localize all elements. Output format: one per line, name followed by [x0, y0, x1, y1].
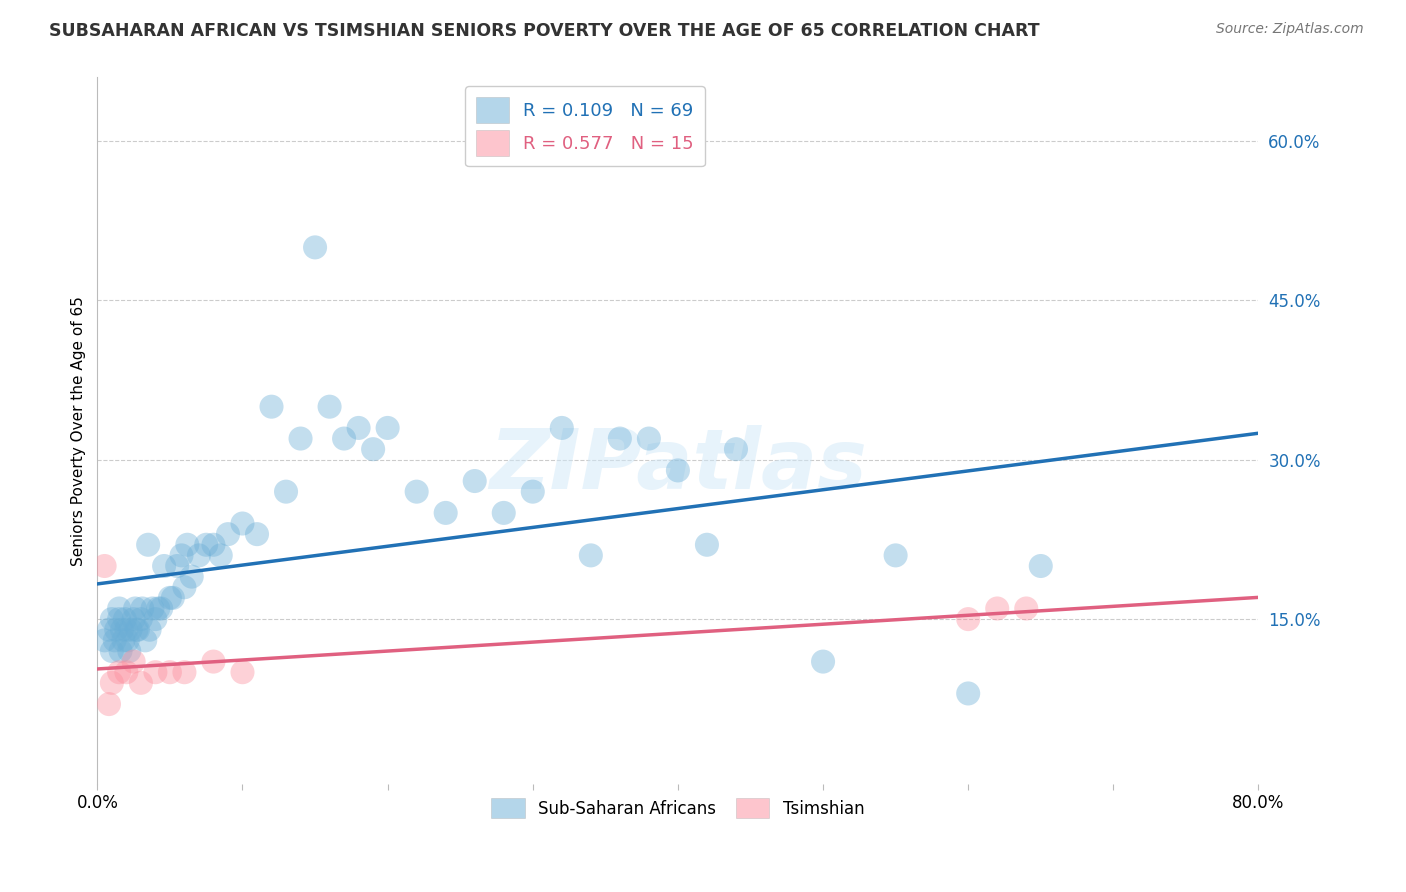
Point	[108, 601, 131, 615]
Point	[141, 601, 163, 615]
Point	[434, 506, 457, 520]
Point	[122, 655, 145, 669]
Point	[134, 633, 156, 648]
Text: ZIPatlas: ZIPatlas	[489, 425, 868, 507]
Point	[274, 484, 297, 499]
Point	[957, 686, 980, 700]
Y-axis label: Seniors Poverty Over the Age of 65: Seniors Poverty Over the Age of 65	[72, 295, 86, 566]
Text: SUBSAHARAN AFRICAN VS TSIMSHIAN SENIORS POVERTY OVER THE AGE OF 65 CORRELATION C: SUBSAHARAN AFRICAN VS TSIMSHIAN SENIORS …	[49, 22, 1040, 40]
Point	[231, 516, 253, 531]
Point	[97, 697, 120, 711]
Point	[93, 559, 115, 574]
Point	[125, 623, 148, 637]
Point	[202, 655, 225, 669]
Point	[124, 601, 146, 615]
Point	[150, 601, 173, 615]
Point	[290, 432, 312, 446]
Point	[127, 623, 149, 637]
Point	[609, 432, 631, 446]
Point	[129, 676, 152, 690]
Point	[131, 601, 153, 615]
Point	[1029, 559, 1052, 574]
Point	[666, 463, 689, 477]
Point	[114, 612, 136, 626]
Point	[986, 601, 1008, 615]
Point	[159, 591, 181, 605]
Point	[101, 644, 124, 658]
Point	[260, 400, 283, 414]
Point	[145, 665, 167, 680]
Point	[122, 612, 145, 626]
Point	[188, 549, 211, 563]
Point	[153, 559, 176, 574]
Legend: Sub-Saharan Africans, Tsimshian: Sub-Saharan Africans, Tsimshian	[485, 791, 872, 825]
Point	[405, 484, 427, 499]
Point	[173, 665, 195, 680]
Point	[361, 442, 384, 457]
Point	[138, 623, 160, 637]
Point	[108, 665, 131, 680]
Point	[173, 580, 195, 594]
Point	[148, 601, 170, 615]
Point	[145, 612, 167, 626]
Point	[115, 623, 138, 637]
Point	[638, 432, 661, 446]
Point	[112, 633, 135, 648]
Point	[377, 421, 399, 435]
Point	[111, 623, 134, 637]
Point	[105, 623, 128, 637]
Point	[101, 612, 124, 626]
Point	[93, 633, 115, 648]
Point	[129, 612, 152, 626]
Point	[162, 591, 184, 605]
Point	[811, 655, 834, 669]
Point	[195, 538, 218, 552]
Point	[180, 569, 202, 583]
Point	[231, 665, 253, 680]
Point	[522, 484, 544, 499]
Point	[101, 676, 124, 690]
Point	[117, 633, 139, 648]
Point	[551, 421, 574, 435]
Point	[246, 527, 269, 541]
Point	[202, 538, 225, 552]
Point	[492, 506, 515, 520]
Point	[110, 644, 132, 658]
Point	[166, 559, 188, 574]
Point	[209, 549, 232, 563]
Point	[136, 538, 159, 552]
Point	[724, 442, 747, 457]
Point	[108, 612, 131, 626]
Point	[464, 474, 486, 488]
Point	[159, 665, 181, 680]
Point	[957, 612, 980, 626]
Point	[120, 623, 142, 637]
Point	[115, 665, 138, 680]
Point	[884, 549, 907, 563]
Point	[579, 549, 602, 563]
Point	[97, 623, 120, 637]
Text: Source: ZipAtlas.com: Source: ZipAtlas.com	[1216, 22, 1364, 37]
Point	[1015, 601, 1038, 615]
Point	[170, 549, 193, 563]
Point	[217, 527, 239, 541]
Point	[696, 538, 718, 552]
Point	[304, 240, 326, 254]
Point	[333, 432, 356, 446]
Point	[318, 400, 340, 414]
Point	[118, 644, 141, 658]
Point	[176, 538, 198, 552]
Point	[347, 421, 370, 435]
Point	[104, 633, 127, 648]
